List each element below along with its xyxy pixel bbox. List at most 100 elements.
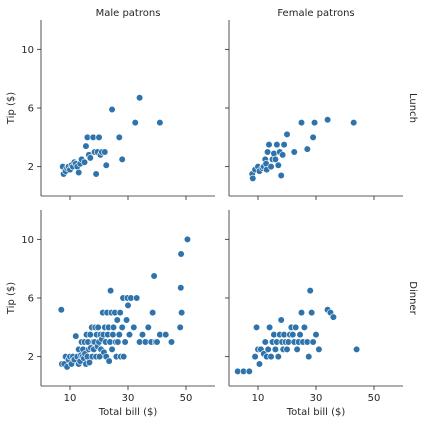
data-point: [305, 353, 313, 361]
data-point: [150, 272, 158, 280]
data-point: [324, 116, 332, 124]
column-title-female: Female patrons: [277, 8, 354, 19]
facet-panel-0-1: [225, 20, 403, 200]
data-point: [309, 338, 317, 346]
data-point: [138, 331, 147, 339]
data-point: [167, 338, 176, 346]
data-point: [118, 323, 126, 331]
data-point: [178, 309, 186, 317]
x-tick-label: 10: [64, 393, 77, 404]
data-point: [293, 345, 301, 353]
data-point: [80, 158, 89, 166]
data-point: [279, 151, 287, 159]
data-point: [122, 316, 131, 324]
data-point: [156, 119, 164, 127]
data-point: [177, 250, 185, 258]
data-point: [120, 353, 128, 361]
data-point: [95, 133, 103, 141]
data-point: [109, 331, 117, 339]
data-point: [264, 345, 272, 353]
y-tick-label: 2: [28, 162, 34, 173]
data-point: [108, 345, 116, 353]
x-tick-label: 30: [310, 393, 323, 404]
data-point: [252, 323, 261, 331]
data-point: [149, 309, 157, 317]
data-point: [350, 119, 358, 127]
data-point: [109, 323, 118, 331]
data-point: [124, 301, 132, 309]
data-point: [102, 161, 110, 169]
data-point: [263, 148, 272, 156]
data-point: [115, 331, 123, 339]
data-point: [177, 284, 185, 292]
column-title-male: Male patrons: [96, 8, 161, 19]
data-point: [297, 309, 306, 317]
x-axis-title-right: Total bill ($): [286, 407, 346, 418]
data-point: [290, 148, 298, 156]
data-point: [94, 323, 102, 331]
data-point: [101, 148, 109, 156]
facet-panel-1-0: 2 6 10 10 30 50: [21, 210, 215, 404]
data-point: [82, 142, 90, 150]
facet-panel-1-1: 10 30 50: [225, 210, 403, 404]
data-point: [267, 353, 275, 361]
data-point: [144, 323, 152, 331]
data-point: [312, 331, 320, 339]
data-point: [108, 105, 116, 114]
data-point: [255, 360, 264, 368]
data-point: [118, 155, 126, 163]
x-tick-label: 50: [180, 393, 193, 404]
row-title-lunch: Lunch: [407, 93, 418, 123]
data-point: [274, 161, 282, 169]
data-point: [162, 331, 170, 339]
data-point: [273, 141, 281, 149]
data-point: [131, 119, 139, 127]
data-point: [125, 331, 134, 339]
x-axis-title-left: Total bill ($): [98, 407, 158, 418]
data-point: [274, 353, 282, 361]
data-point: [315, 345, 323, 353]
data-point: [130, 323, 138, 331]
facet-panel-0-0: 2 6 10: [21, 20, 215, 200]
data-point: [306, 287, 314, 295]
data-point: [303, 145, 311, 153]
data-point: [267, 163, 275, 171]
data-point: [106, 287, 115, 295]
data-point: [86, 331, 94, 339]
data-point: [265, 141, 273, 149]
data-point: [289, 331, 297, 339]
data-point: [249, 174, 257, 182]
data-point: [92, 170, 100, 178]
plot-area: 2 6 10 2 6 10 10 30 50 10 30 50: [21, 20, 403, 404]
data-point: [309, 133, 317, 141]
x-tick-label: 10: [252, 393, 265, 404]
x-tick-label: 50: [368, 393, 381, 404]
data-point: [75, 168, 83, 177]
data-point: [153, 338, 161, 346]
data-point: [296, 331, 304, 339]
data-point: [136, 94, 144, 102]
data-point: [245, 367, 253, 375]
data-point: [72, 332, 80, 340]
data-point: [266, 323, 274, 331]
data-point: [251, 353, 259, 361]
y-tick-label: 10: [21, 45, 34, 56]
data-point: [280, 141, 288, 149]
data-point: [114, 338, 122, 346]
y-axis-title-bottom: Tip ($): [6, 282, 17, 315]
data-point: [115, 133, 123, 141]
y-tick-label: 2: [28, 352, 34, 363]
data-point: [310, 119, 319, 127]
data-point: [300, 323, 309, 331]
data-point: [57, 306, 65, 314]
data-point: [292, 323, 300, 331]
data-point: [283, 130, 291, 138]
data-point: [271, 155, 280, 163]
y-tick-label: 6: [28, 294, 34, 305]
data-point: [283, 345, 291, 353]
y-tick-label: 6: [28, 104, 34, 115]
data-point: [85, 358, 94, 367]
data-point: [105, 357, 113, 365]
data-point: [176, 323, 184, 331]
y-tick-label: 10: [21, 235, 34, 246]
